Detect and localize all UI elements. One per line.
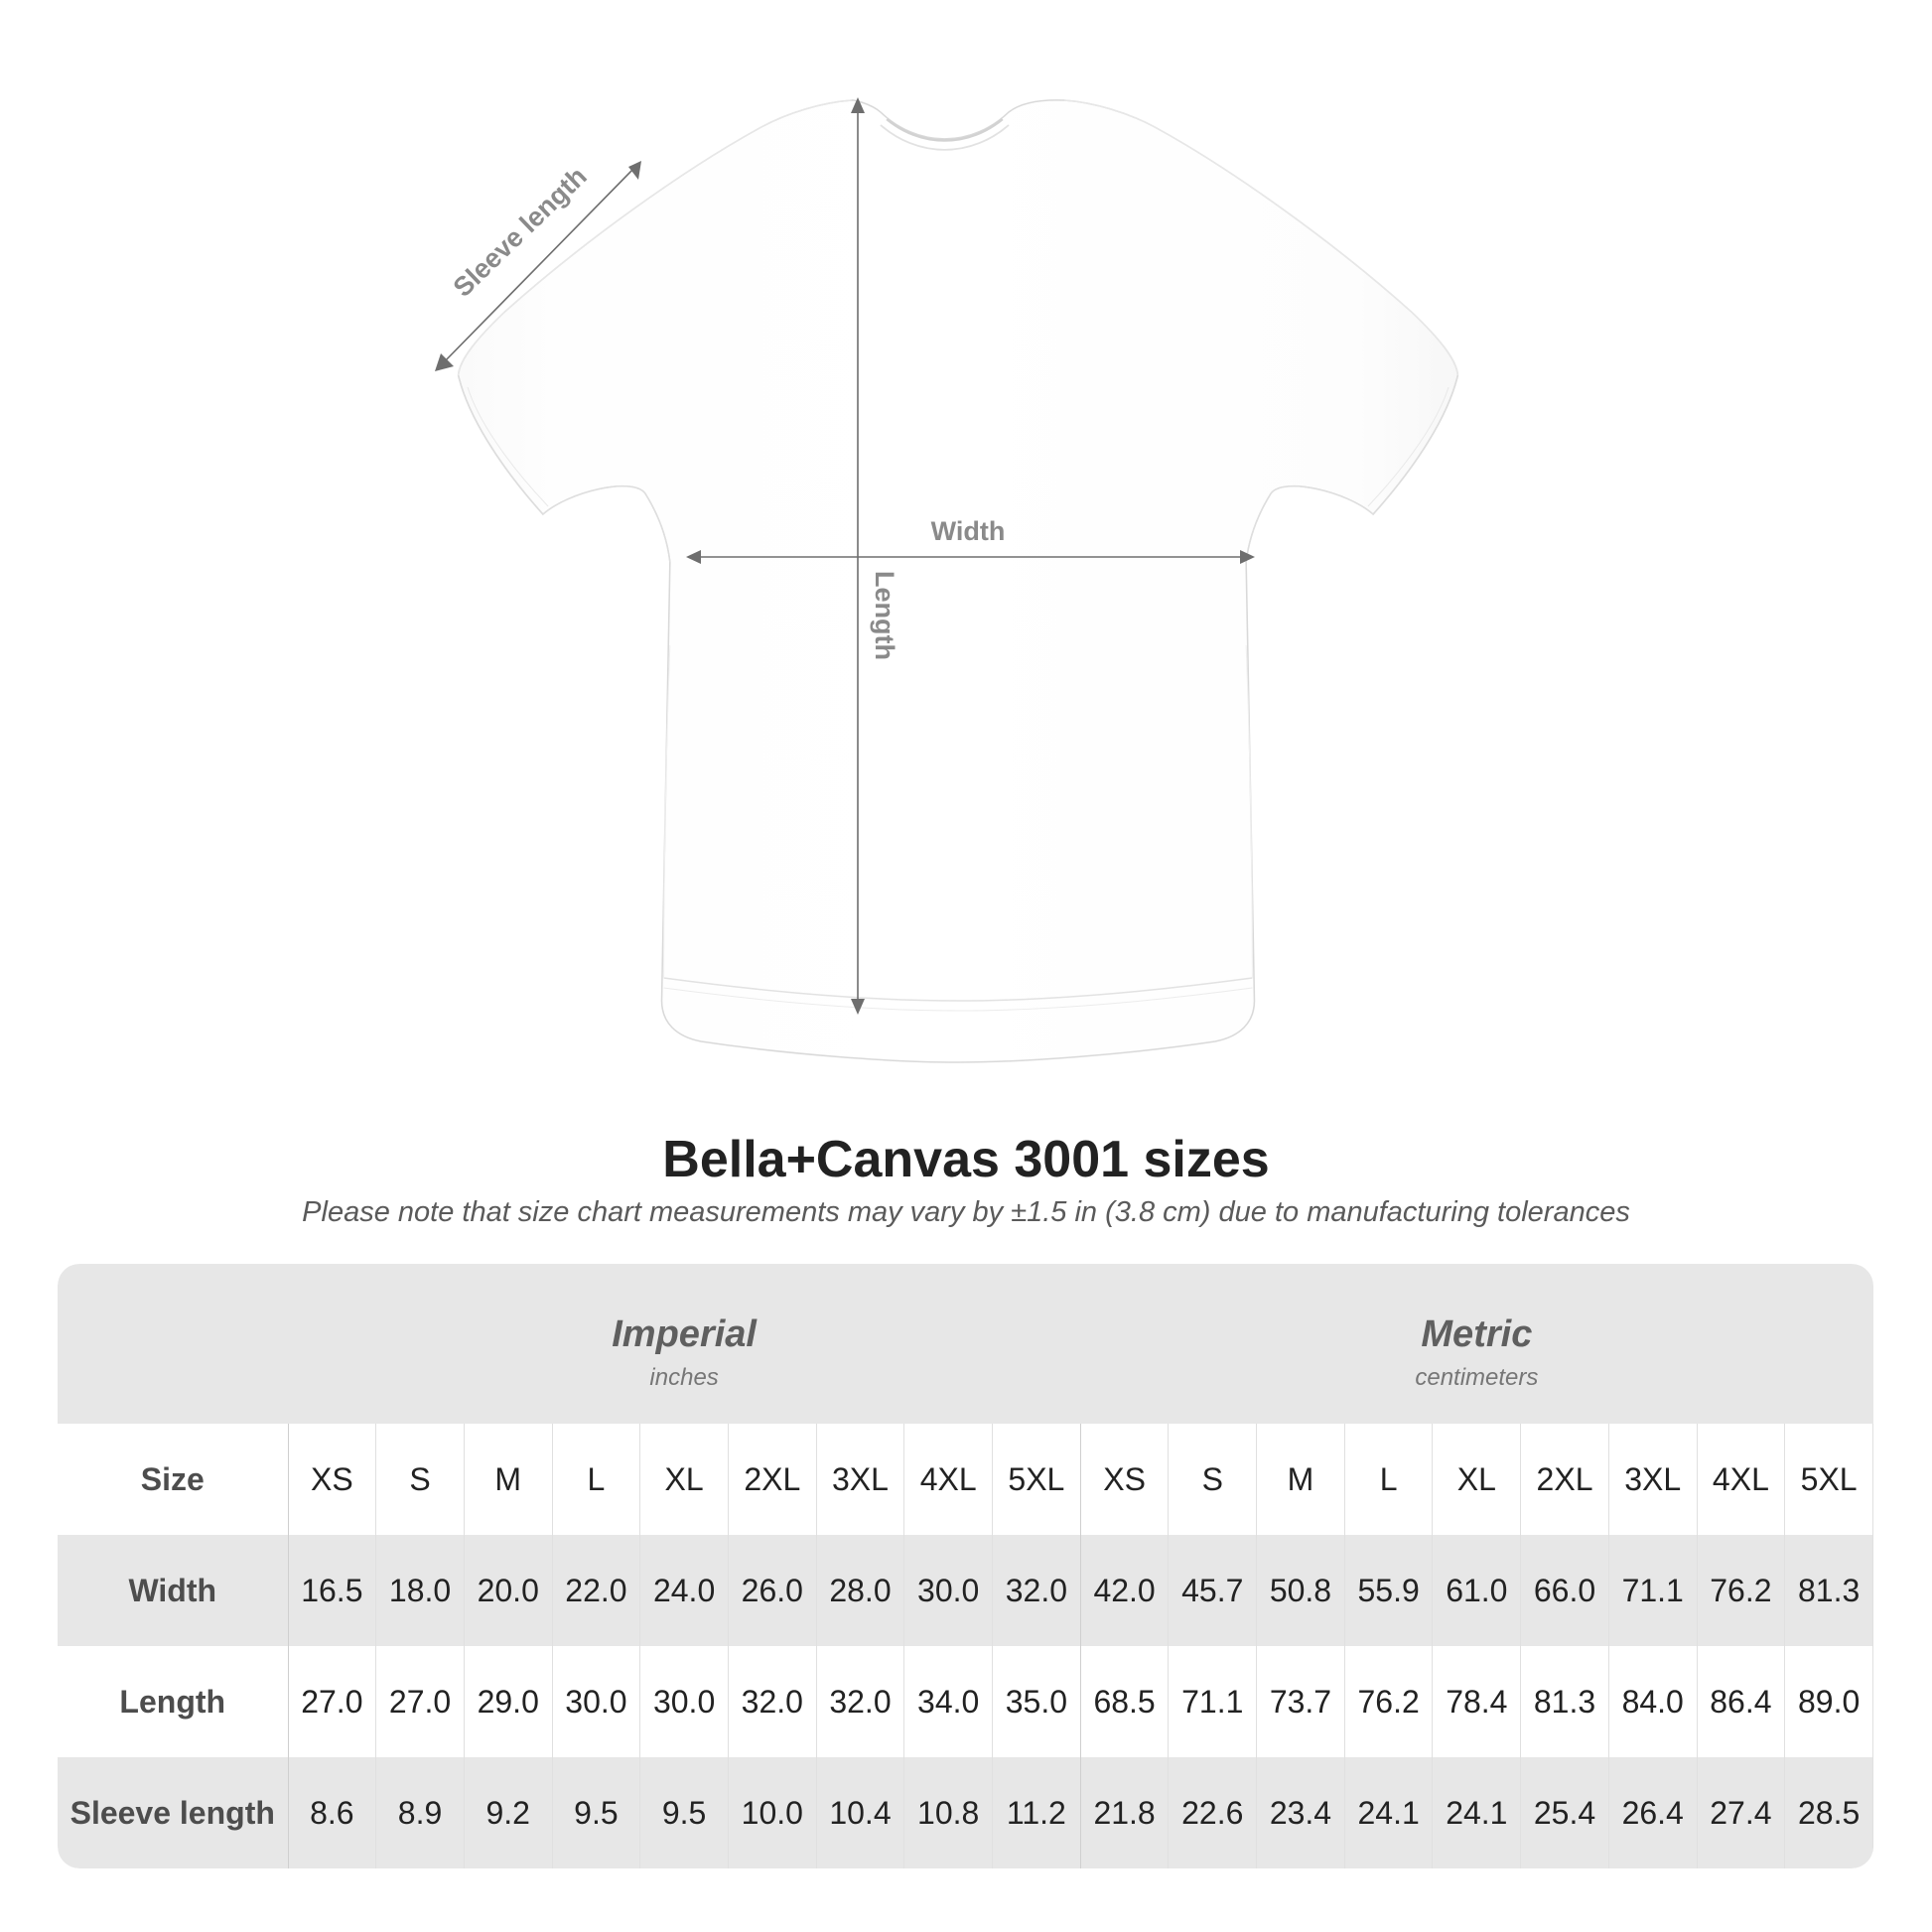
svg-text:Length: Length [870, 571, 899, 660]
svg-text:Width: Width [931, 516, 1006, 546]
